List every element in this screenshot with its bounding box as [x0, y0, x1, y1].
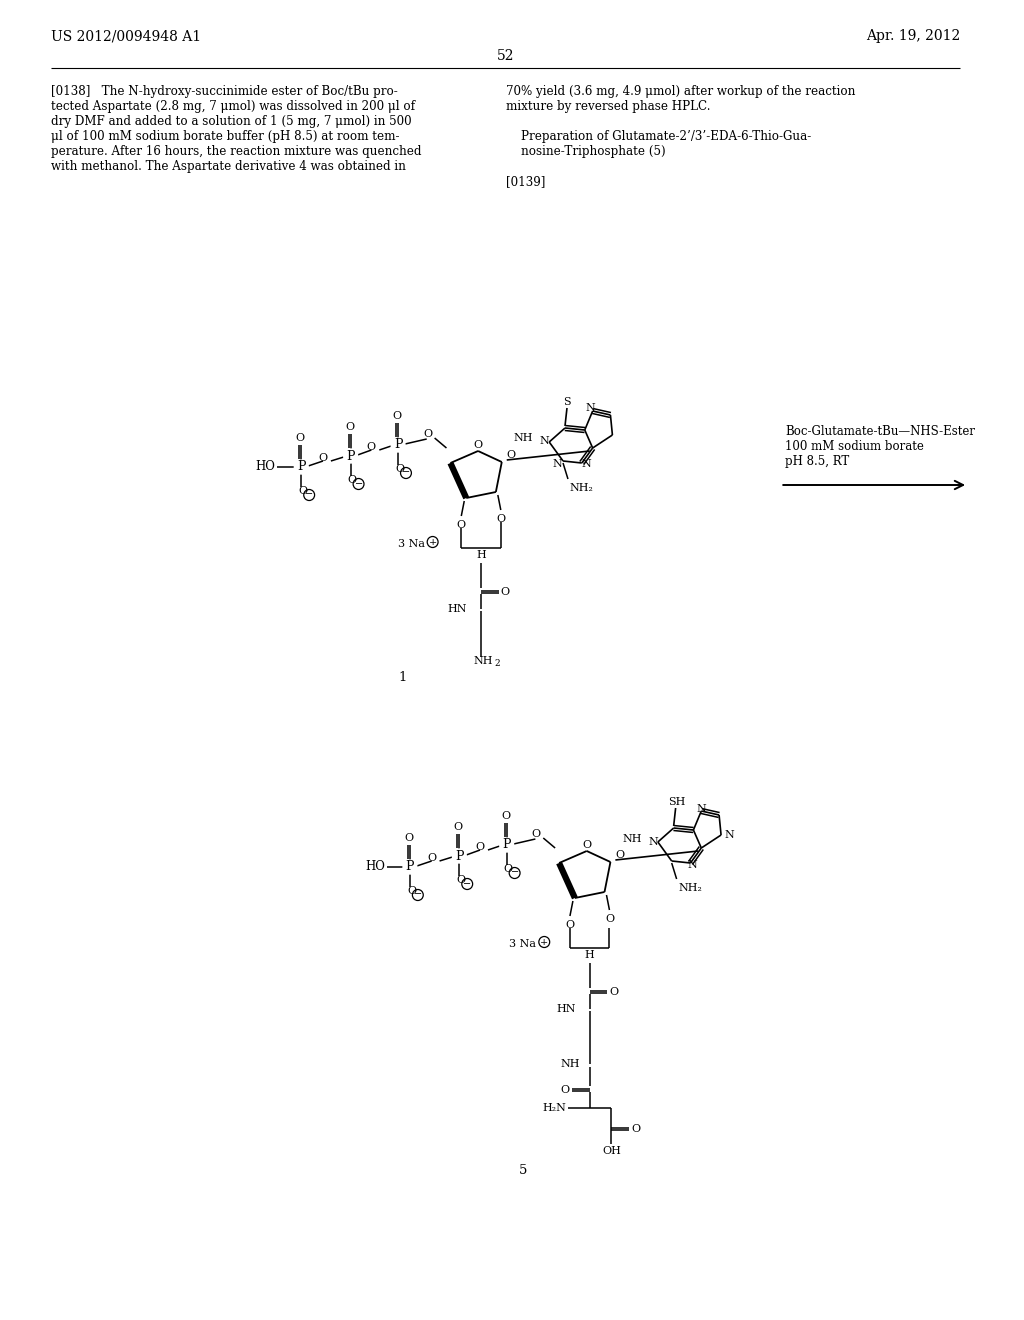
Text: O: O	[565, 920, 574, 931]
Text: NH₂: NH₂	[679, 883, 702, 894]
Text: US 2012/0094948 A1: US 2012/0094948 A1	[51, 29, 202, 44]
Text: O: O	[395, 465, 404, 474]
Text: Boc-Glutamate-tBu—NHS-Ester
100 mM sodium borate
pH 8.5, RT: Boc-Glutamate-tBu—NHS-Ester 100 mM sodiu…	[785, 425, 975, 469]
Text: P: P	[455, 850, 464, 862]
Text: −: −	[414, 891, 422, 899]
Text: −: −	[511, 869, 519, 878]
Text: O: O	[507, 450, 516, 459]
Text: N: N	[552, 459, 562, 469]
Text: H: H	[476, 550, 486, 560]
Text: O: O	[348, 475, 356, 484]
Text: O: O	[631, 1125, 640, 1134]
Text: HO: HO	[366, 861, 385, 874]
Circle shape	[344, 449, 357, 463]
Text: OH: OH	[602, 1146, 621, 1156]
Text: NH: NH	[514, 433, 534, 444]
Text: HN: HN	[447, 605, 467, 614]
Text: P: P	[346, 450, 355, 462]
Text: 70% yield (3.6 mg, 4.9 μmol) after workup of the reaction
mixture by reversed ph: 70% yield (3.6 mg, 4.9 μmol) after worku…	[506, 84, 855, 187]
Text: 52: 52	[497, 49, 514, 63]
Text: N: N	[540, 436, 549, 446]
Text: O: O	[583, 840, 591, 850]
Text: O: O	[367, 442, 376, 451]
Text: −: −	[463, 879, 471, 888]
Text: O: O	[457, 875, 466, 884]
Text: O: O	[497, 513, 506, 524]
Text: Apr. 19, 2012: Apr. 19, 2012	[866, 29, 961, 44]
Text: O: O	[407, 886, 416, 896]
Circle shape	[403, 861, 417, 874]
Text: NH₂: NH₂	[570, 483, 594, 492]
Text: −: −	[354, 479, 362, 488]
Text: N: N	[696, 804, 707, 814]
Text: NH: NH	[473, 656, 493, 667]
Text: S: S	[563, 397, 570, 407]
Text: 3 Na: 3 Na	[509, 939, 537, 949]
Text: HN: HN	[556, 1005, 575, 1014]
Text: N: N	[724, 830, 734, 840]
Text: O: O	[504, 865, 513, 874]
Text: O: O	[531, 829, 541, 840]
Text: P: P	[503, 838, 511, 851]
Text: P: P	[297, 461, 305, 474]
Circle shape	[500, 838, 514, 851]
Text: 2: 2	[495, 660, 501, 668]
Text: O: O	[404, 833, 414, 843]
Text: P: P	[406, 861, 414, 874]
Text: 3 Na: 3 Na	[397, 539, 425, 549]
Text: O: O	[298, 486, 307, 496]
Text: P: P	[394, 438, 402, 451]
Text: NH: NH	[560, 1059, 580, 1069]
Text: O: O	[392, 411, 401, 421]
Text: N: N	[648, 837, 657, 847]
Text: +: +	[540, 939, 549, 946]
Text: O: O	[423, 429, 432, 440]
Text: +: +	[428, 539, 437, 546]
Circle shape	[391, 438, 404, 451]
Text: 1: 1	[398, 671, 408, 684]
Text: 5: 5	[519, 1164, 527, 1177]
Text: [0138]   The N-hydroxy-succinimide ester of Boc/tBu pro-
tected Aspartate (2.8 m: [0138] The N-hydroxy-succinimide ester o…	[51, 84, 422, 173]
Text: H: H	[585, 950, 595, 960]
Text: O: O	[561, 1085, 570, 1096]
Text: N: N	[687, 861, 697, 870]
Circle shape	[294, 459, 308, 474]
Text: O: O	[345, 422, 354, 432]
Text: N: N	[586, 403, 596, 413]
Text: NH: NH	[623, 834, 642, 843]
Text: O: O	[615, 850, 625, 861]
Text: O: O	[609, 987, 618, 997]
Text: O: O	[427, 853, 436, 863]
Text: O: O	[457, 520, 466, 531]
Text: SH: SH	[668, 797, 685, 807]
Text: −: −	[401, 469, 410, 478]
Text: O: O	[318, 453, 328, 463]
Text: N: N	[582, 459, 592, 469]
Text: O: O	[501, 587, 510, 597]
Text: O: O	[475, 842, 484, 851]
Circle shape	[453, 849, 466, 863]
Text: O: O	[296, 433, 305, 444]
Text: O: O	[454, 822, 463, 832]
Text: O: O	[501, 810, 510, 821]
Text: −: −	[305, 491, 313, 499]
Text: O: O	[473, 440, 482, 450]
Text: H₂N: H₂N	[542, 1104, 566, 1113]
Text: O: O	[605, 913, 614, 924]
Text: HO: HO	[255, 461, 274, 474]
